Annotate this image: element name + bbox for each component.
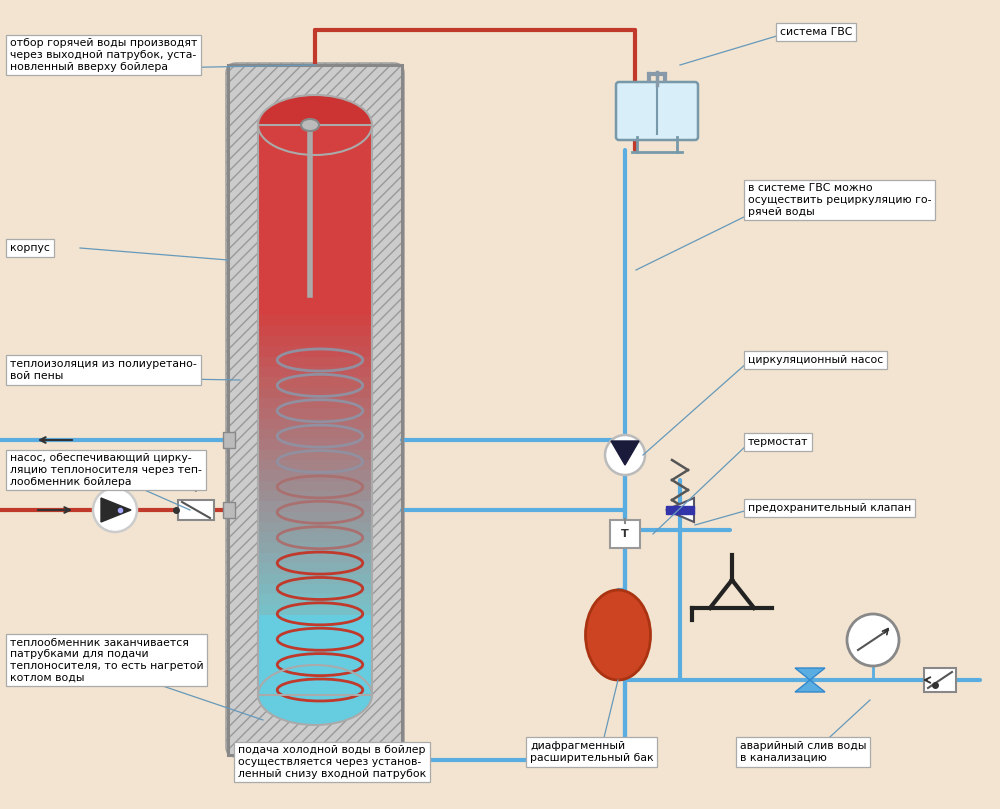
Polygon shape — [666, 498, 694, 522]
Text: система ГВС: система ГВС — [780, 27, 852, 37]
Polygon shape — [795, 668, 825, 680]
FancyBboxPatch shape — [258, 346, 372, 358]
FancyBboxPatch shape — [223, 432, 235, 448]
Text: теплообменник заканчивается
патрубками для подачи
теплоносителя, то есть нагрето: теплообменник заканчивается патрубками д… — [10, 637, 204, 683]
Text: теплоизоляция из полиуретано-
вой пены: теплоизоляция из полиуретано- вой пены — [10, 359, 197, 381]
FancyBboxPatch shape — [258, 574, 372, 585]
FancyBboxPatch shape — [258, 460, 372, 472]
Polygon shape — [795, 680, 825, 692]
FancyBboxPatch shape — [258, 481, 372, 492]
Text: отбор горячей воды производят
через выходной патрубок, уста-
новленный вверху бо: отбор горячей воды производят через выхо… — [10, 38, 197, 72]
Polygon shape — [666, 506, 694, 514]
Ellipse shape — [258, 665, 372, 725]
FancyBboxPatch shape — [258, 511, 372, 523]
FancyBboxPatch shape — [258, 502, 372, 513]
FancyBboxPatch shape — [258, 125, 372, 305]
FancyBboxPatch shape — [258, 532, 372, 544]
FancyBboxPatch shape — [226, 63, 404, 757]
FancyBboxPatch shape — [258, 409, 372, 420]
Text: корпус: корпус — [10, 243, 50, 253]
Text: насос, обеспечивающий цирку-
ляцию теплоносителя через теп-
лообменник бойлера: насос, обеспечивающий цирку- ляцию тепло… — [10, 453, 202, 486]
FancyBboxPatch shape — [616, 82, 698, 140]
FancyBboxPatch shape — [258, 398, 372, 409]
Circle shape — [605, 435, 645, 475]
FancyBboxPatch shape — [258, 419, 372, 430]
FancyBboxPatch shape — [258, 357, 372, 368]
FancyBboxPatch shape — [258, 326, 372, 337]
Text: аварийный слив воды
в канализацию: аварийный слив воды в канализацию — [740, 741, 866, 763]
Ellipse shape — [301, 119, 319, 131]
FancyBboxPatch shape — [610, 520, 640, 548]
FancyBboxPatch shape — [258, 595, 372, 606]
Circle shape — [847, 614, 899, 666]
FancyBboxPatch shape — [258, 604, 372, 616]
Ellipse shape — [258, 95, 372, 155]
FancyBboxPatch shape — [258, 336, 372, 347]
Text: диафрагменный
расширительный бак: диафрагменный расширительный бак — [530, 741, 654, 763]
FancyBboxPatch shape — [258, 367, 372, 379]
FancyBboxPatch shape — [223, 502, 235, 518]
FancyBboxPatch shape — [258, 491, 372, 502]
FancyBboxPatch shape — [924, 668, 956, 692]
Text: T: T — [621, 529, 629, 539]
FancyBboxPatch shape — [258, 615, 372, 700]
FancyBboxPatch shape — [258, 316, 372, 327]
Circle shape — [93, 488, 137, 532]
Polygon shape — [611, 441, 639, 465]
FancyBboxPatch shape — [258, 553, 372, 565]
FancyBboxPatch shape — [258, 125, 372, 695]
Text: предохранительный клапан: предохранительный клапан — [748, 503, 911, 513]
Text: термостат: термостат — [748, 437, 808, 447]
FancyBboxPatch shape — [258, 429, 372, 440]
FancyBboxPatch shape — [258, 450, 372, 461]
FancyBboxPatch shape — [258, 470, 372, 481]
FancyBboxPatch shape — [258, 522, 372, 533]
Text: подача холодной воды в бойлер
осуществляется через установ-
ленный снизу входной: подача холодной воды в бойлер осуществля… — [238, 745, 426, 778]
FancyBboxPatch shape — [258, 388, 372, 399]
Text: циркуляционный насос: циркуляционный насос — [748, 355, 883, 365]
FancyBboxPatch shape — [258, 584, 372, 595]
FancyBboxPatch shape — [258, 543, 372, 554]
Text: в системе ГВС можно
осуществить рециркуляцию го-
рячей воды: в системе ГВС можно осуществить рециркул… — [748, 184, 932, 217]
FancyBboxPatch shape — [258, 563, 372, 574]
Polygon shape — [101, 498, 131, 522]
FancyBboxPatch shape — [258, 377, 372, 388]
Ellipse shape — [586, 590, 650, 680]
FancyBboxPatch shape — [258, 439, 372, 451]
FancyBboxPatch shape — [258, 305, 372, 316]
FancyBboxPatch shape — [228, 65, 402, 755]
FancyBboxPatch shape — [178, 500, 214, 520]
